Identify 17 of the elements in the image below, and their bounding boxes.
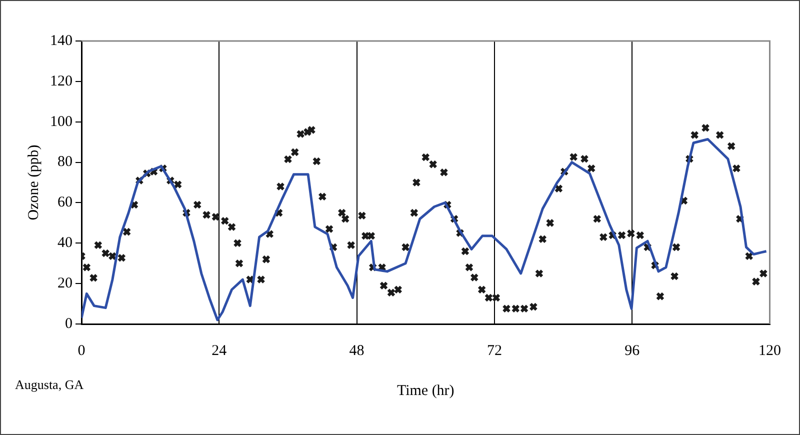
y-tick-label: 20 [58,276,72,292]
x-tick-label: 96 [624,342,640,359]
x-axis-title: Time (hr) [396,382,454,399]
y-tick-label: 60 [58,194,72,211]
y-tick-label: 140 [50,32,72,49]
y-tick-label: 40 [58,235,72,252]
x-tick-label: 120 [758,342,781,359]
x-tick-label: 48 [349,342,364,359]
y-axis-title: Ozone (ppb) [26,144,42,220]
y-tick-label: 120 [50,73,72,90]
x-tick-label: 72 [486,342,502,359]
x-tick-label: 24 [212,342,228,359]
y-tick-label: 80 [58,154,72,170]
x-tick-label: 0 [78,342,86,359]
text: Augusta, GA [15,377,84,393]
y-tick-label: 100 [50,114,72,130]
y-tick-label: 0 [65,316,72,332]
